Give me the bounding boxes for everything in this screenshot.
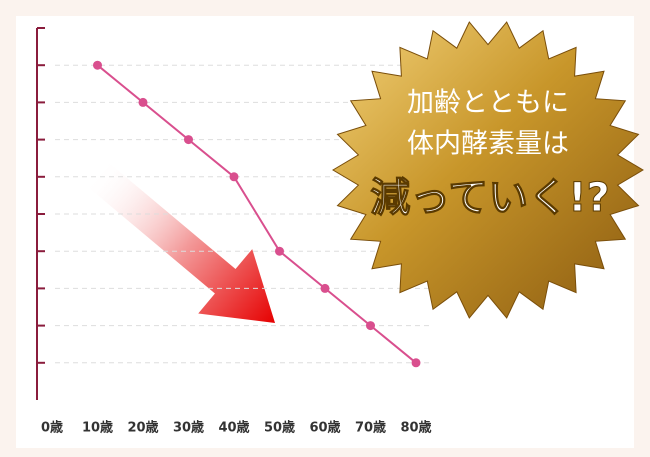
point: [275, 246, 284, 256]
badge-text: 加齢とともに: [407, 88, 569, 119]
x-tick-label: 40歳: [218, 420, 249, 436]
line: [96, 64, 417, 364]
x-tick-label: 30歳: [173, 420, 204, 436]
point: [93, 60, 102, 70]
x-tick-label: 80歳: [400, 420, 431, 436]
point: [138, 97, 148, 107]
point: [320, 283, 330, 293]
point: [229, 172, 239, 182]
x-tick-label: 0歳: [41, 420, 63, 436]
badge-text: 体内酵素量は: [407, 129, 569, 160]
x-tick-label: 60歳: [309, 420, 340, 436]
x-tick-label: 70歳: [355, 420, 386, 436]
x-tick-label: 10歳: [82, 420, 113, 436]
point: [411, 358, 421, 368]
badge: [332, 21, 644, 319]
badge-headline: 減っていく!?: [370, 175, 609, 221]
x-tick-label: 50歳: [264, 420, 295, 436]
point: [184, 135, 193, 145]
x-tick-label: 20歳: [127, 420, 158, 436]
trend-arrow: [84, 159, 276, 324]
point: [366, 321, 375, 331]
